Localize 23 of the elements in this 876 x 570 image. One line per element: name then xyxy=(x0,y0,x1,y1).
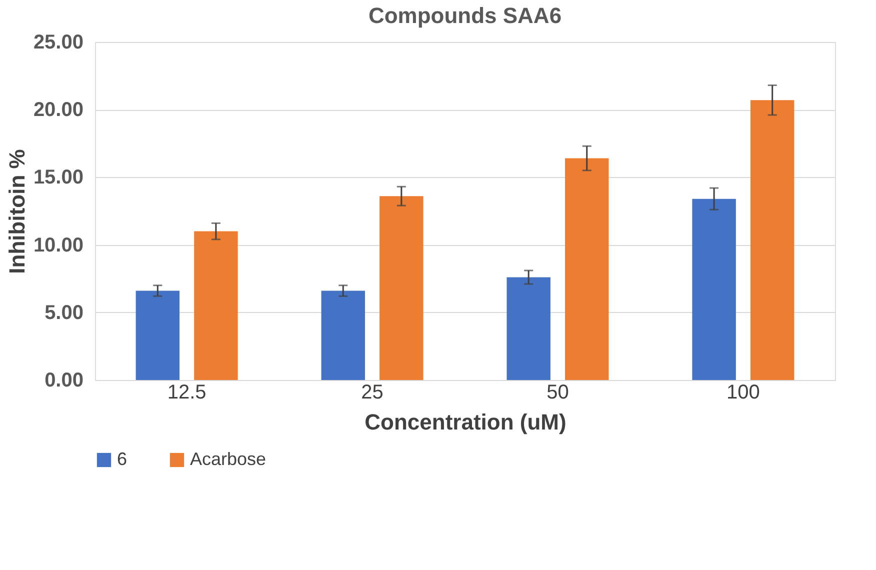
x-axis-title: Concentration (uM) xyxy=(364,410,566,434)
legend-label: Acarbose xyxy=(190,449,266,469)
y-tick-label: 10.00 xyxy=(33,234,84,256)
y-tick-label: 5.00 xyxy=(44,302,84,324)
x-tick-label: 25 xyxy=(361,382,384,404)
bar xyxy=(321,290,365,380)
bar xyxy=(750,100,794,380)
bar xyxy=(506,277,550,380)
y-tick-label: 20.00 xyxy=(33,99,84,122)
legend-label: 6 xyxy=(117,449,128,469)
bar xyxy=(565,158,609,380)
y-tick-label: 25.00 xyxy=(33,32,84,54)
bar xyxy=(194,231,238,380)
y-tick-label: 0.00 xyxy=(44,370,84,392)
bar xyxy=(136,290,180,380)
y-axis-title: Inhibitoin % xyxy=(4,149,30,274)
bar xyxy=(692,198,736,380)
chart-title: Compounds SAA6 xyxy=(368,3,562,28)
x-tick-label: 50 xyxy=(546,382,569,404)
x-tick-label: 12.5 xyxy=(167,382,206,404)
y-tick-label: 15.00 xyxy=(33,166,84,189)
x-tick-label: 100 xyxy=(726,382,760,404)
bar xyxy=(380,196,424,380)
